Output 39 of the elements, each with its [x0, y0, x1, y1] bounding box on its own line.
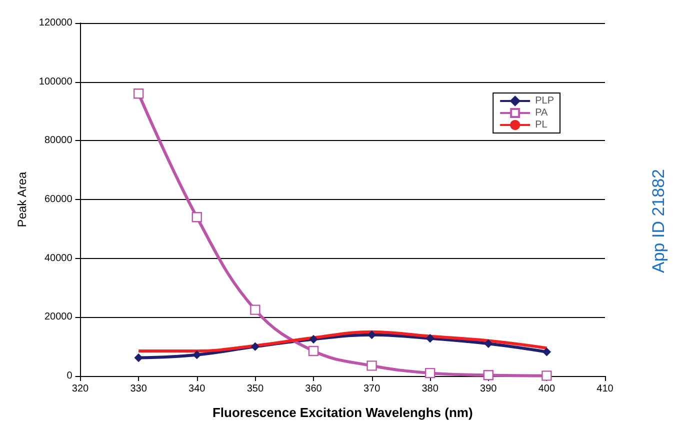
x-tick-label: 380 — [422, 384, 439, 394]
point — [250, 304, 260, 315]
y-tick-label: 40000 — [44, 252, 73, 264]
point — [134, 354, 143, 362]
legend-label: PL — [535, 120, 548, 130]
point — [133, 88, 144, 99]
point — [483, 370, 494, 380]
x-tick-label: 400 — [538, 384, 556, 394]
point — [426, 334, 434, 342]
point — [542, 370, 552, 381]
y-axis-title: Peak Area — [15, 171, 29, 228]
point — [192, 212, 202, 222]
y-tick-label: 100000 — [38, 76, 73, 88]
point — [424, 368, 436, 378]
y-tick-label: 80000 — [44, 135, 73, 146]
x-tick-label: 340 — [188, 384, 206, 394]
point — [192, 350, 201, 359]
point — [309, 335, 318, 344]
x-axis-title: Fluorescence Excitation Wavelenghs (nm) — [212, 405, 473, 420]
y-tick-label: 20000 — [44, 312, 73, 323]
x-tick-label: 370 — [363, 384, 381, 394]
legend-label: PLP — [535, 96, 554, 106]
text: App ID 21882 — [649, 169, 668, 273]
x-tick-label: 320 — [72, 384, 90, 394]
x-tick-label: 330 — [130, 384, 148, 394]
y-tick-label: 120000 — [38, 18, 73, 28]
point — [366, 360, 377, 371]
point — [484, 340, 492, 348]
y-tick-label: 60000 — [44, 194, 73, 205]
x-tick-label: 350 — [246, 384, 264, 394]
point — [308, 346, 319, 356]
x-tick-label: 390 — [480, 384, 498, 394]
point — [542, 348, 551, 356]
point — [368, 330, 376, 339]
point — [251, 342, 260, 351]
y-tick-label: 0 — [66, 370, 73, 382]
x-tick-label: 360 — [305, 384, 322, 394]
x-tick-label: 410 — [596, 384, 614, 394]
legend-label: PA — [535, 108, 548, 118]
